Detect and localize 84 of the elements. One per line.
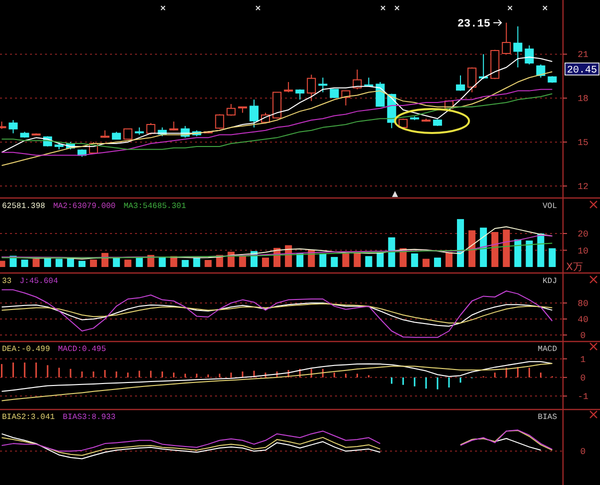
y-tick-label: 20 xyxy=(578,230,588,240)
bar xyxy=(526,240,533,267)
candlestick xyxy=(284,82,293,93)
bar xyxy=(78,260,86,267)
candlestick xyxy=(502,22,511,55)
line-series xyxy=(1,361,553,392)
annotation: 23.15 xyxy=(457,18,491,31)
bar xyxy=(502,230,510,267)
bar xyxy=(456,219,464,267)
text: BIAS3:8.933 xyxy=(62,413,116,422)
y-tick-label: 10 xyxy=(578,246,588,256)
text: MA2:63079.000 xyxy=(53,202,116,211)
candlestick xyxy=(250,99,259,128)
y-tick-label: 40 xyxy=(578,315,588,325)
y-tick-label: 80 xyxy=(578,299,588,309)
candlestick xyxy=(513,26,522,68)
candlestick xyxy=(524,44,534,65)
bar xyxy=(330,256,338,267)
chart-title: MACD xyxy=(538,345,558,354)
y-tick-label: 21 xyxy=(578,50,588,60)
bar xyxy=(239,256,246,267)
bar xyxy=(422,258,430,267)
y-tick-label: 15 xyxy=(578,138,588,148)
bar xyxy=(204,260,212,267)
candlestick xyxy=(215,114,224,130)
candlestick xyxy=(8,120,18,134)
bar xyxy=(411,253,418,267)
bar xyxy=(446,252,452,267)
candlestick xyxy=(318,77,328,93)
bar xyxy=(388,237,396,267)
y-tick-label: 18 xyxy=(578,94,588,104)
bar xyxy=(468,230,476,267)
text: DEA:-0.499 xyxy=(2,345,50,354)
line-series xyxy=(1,93,553,150)
bar xyxy=(434,258,442,267)
bar xyxy=(101,252,108,267)
chart-title: VOL xyxy=(542,202,558,211)
text: 20.45 xyxy=(566,66,598,76)
y-tick-label: 1 xyxy=(580,354,586,365)
line-series xyxy=(1,302,553,327)
candlestick xyxy=(456,74,465,92)
bar xyxy=(514,239,522,267)
bar xyxy=(90,260,97,267)
candlestick xyxy=(467,66,476,93)
bar xyxy=(182,260,189,267)
candlestick xyxy=(536,64,546,78)
text: 33 xyxy=(2,277,12,286)
bar xyxy=(365,256,372,267)
bar xyxy=(296,253,304,267)
bar xyxy=(491,232,498,267)
line-series xyxy=(1,362,553,402)
y-tick-label: 0 xyxy=(580,331,586,341)
y-axis-title: X万 xyxy=(566,262,583,273)
bar xyxy=(56,258,63,267)
bar xyxy=(124,260,132,267)
text: 62581.398 xyxy=(2,202,46,211)
candlestick xyxy=(123,128,132,140)
bar xyxy=(21,260,28,267)
line-series xyxy=(1,303,553,324)
bar xyxy=(319,253,326,267)
y-tick-label: 12 xyxy=(578,182,588,192)
bar xyxy=(480,228,487,267)
y-tick-label: -1 xyxy=(578,392,588,402)
bar xyxy=(537,234,544,267)
bar xyxy=(548,248,556,267)
line-series xyxy=(1,242,553,258)
bar xyxy=(112,258,120,267)
chart-title: BIAS xyxy=(538,413,558,422)
series-label: BIAS2:3.041 xyxy=(2,413,56,422)
candlestick xyxy=(146,122,156,136)
bar xyxy=(376,252,384,267)
line-series xyxy=(1,88,553,156)
y-tick-label: 0 xyxy=(580,373,586,384)
bar xyxy=(262,258,269,267)
text: MA3:54685.301 xyxy=(124,202,186,211)
candlestick xyxy=(306,74,316,102)
chart-title: KDJ xyxy=(542,277,557,286)
bar xyxy=(193,258,200,267)
annotation: MACD:0.495 xyxy=(58,345,106,354)
bar xyxy=(158,256,166,267)
series-label: J:45.604 xyxy=(20,277,58,286)
bar xyxy=(136,256,143,267)
line-series xyxy=(1,289,553,338)
bar xyxy=(32,258,40,267)
